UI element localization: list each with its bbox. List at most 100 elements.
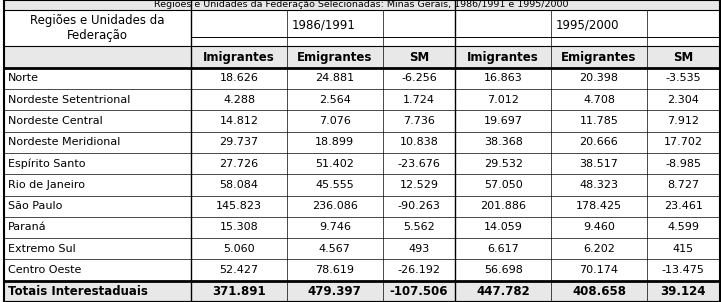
Text: 58.084: 58.084	[220, 180, 259, 190]
Text: 20.666: 20.666	[580, 137, 619, 147]
Text: Emigrantes: Emigrantes	[561, 51, 637, 64]
Text: 6.202: 6.202	[583, 244, 615, 254]
Text: 1995/2000: 1995/2000	[556, 18, 619, 31]
Text: 11.785: 11.785	[580, 116, 619, 126]
Bar	[4, 217, 720, 238]
Text: 20.398: 20.398	[580, 73, 619, 83]
Text: Norte: Norte	[8, 73, 39, 83]
Text: 14.812: 14.812	[220, 116, 259, 126]
Bar	[4, 281, 720, 302]
Text: 236.086: 236.086	[312, 201, 358, 211]
Bar	[4, 110, 720, 132]
Text: Regiões e Unidades da Federação Selecionadas: Minas Gerais, 1986/1991 e 1995/200: Regiões e Unidades da Federação Selecion…	[154, 0, 569, 9]
Text: 29.737: 29.737	[219, 137, 259, 147]
Text: 5.060: 5.060	[224, 244, 255, 254]
Text: Imigrantes: Imigrantes	[467, 51, 539, 64]
Text: Totais Interestaduais: Totais Interestaduais	[8, 285, 148, 298]
Text: 56.698: 56.698	[484, 265, 523, 275]
Bar	[4, 68, 720, 89]
Text: 24.881: 24.881	[315, 73, 354, 83]
Text: 14.059: 14.059	[484, 223, 523, 233]
Text: -3.535: -3.535	[665, 73, 701, 83]
Text: 493: 493	[408, 244, 430, 254]
Text: 479.397: 479.397	[308, 285, 362, 298]
Text: 447.782: 447.782	[477, 285, 530, 298]
Text: 15.308: 15.308	[220, 223, 258, 233]
Bar	[4, 195, 720, 217]
Text: 415: 415	[673, 244, 694, 254]
Text: Imigrantes: Imigrantes	[203, 51, 275, 64]
Text: Nordeste Setentrional: Nordeste Setentrional	[8, 95, 131, 105]
Text: 38.368: 38.368	[484, 137, 523, 147]
Text: -26.192: -26.192	[397, 265, 441, 275]
Text: 27.726: 27.726	[219, 159, 259, 169]
Bar	[4, 238, 720, 259]
Text: 57.050: 57.050	[484, 180, 523, 190]
Text: -23.676: -23.676	[397, 159, 441, 169]
Text: 52.427: 52.427	[219, 265, 259, 275]
Text: 2.564: 2.564	[319, 95, 350, 105]
Text: 29.532: 29.532	[484, 159, 523, 169]
Text: 16.863: 16.863	[484, 73, 523, 83]
Text: 5.562: 5.562	[403, 223, 435, 233]
Text: 201.886: 201.886	[480, 201, 526, 211]
Text: Paraná: Paraná	[8, 223, 47, 233]
Bar	[4, 259, 720, 281]
Text: Regiões e Unidades da
Federação: Regiões e Unidades da Federação	[30, 14, 164, 42]
Text: 7.912: 7.912	[667, 116, 699, 126]
Text: 6.617: 6.617	[487, 244, 519, 254]
Text: -6.256: -6.256	[401, 73, 437, 83]
Text: -8.985: -8.985	[665, 159, 702, 169]
Text: 12.529: 12.529	[399, 180, 438, 190]
Text: 78.619: 78.619	[315, 265, 354, 275]
Text: SM: SM	[409, 51, 429, 64]
Text: 178.425: 178.425	[576, 201, 622, 211]
Bar	[4, 47, 720, 68]
Text: Nordeste Meridional: Nordeste Meridional	[8, 137, 120, 147]
Text: 4.708: 4.708	[583, 95, 615, 105]
Text: SM: SM	[673, 51, 694, 64]
Text: 8.727: 8.727	[667, 180, 699, 190]
Text: 48.323: 48.323	[580, 180, 619, 190]
Text: 19.697: 19.697	[484, 116, 523, 126]
Text: 7.736: 7.736	[403, 116, 435, 126]
Text: 2.304: 2.304	[667, 95, 699, 105]
Text: 1.724: 1.724	[403, 95, 435, 105]
Bar	[4, 89, 720, 110]
Bar	[4, 153, 720, 174]
Text: 39.124: 39.124	[660, 285, 706, 298]
Text: 70.174: 70.174	[580, 265, 619, 275]
Text: 10.838: 10.838	[399, 137, 438, 147]
Text: São Paulo: São Paulo	[8, 201, 62, 211]
Bar	[4, 10, 720, 47]
Text: Extremo Sul: Extremo Sul	[8, 244, 76, 254]
Text: Centro Oeste: Centro Oeste	[8, 265, 81, 275]
Text: 9.460: 9.460	[583, 223, 615, 233]
Text: 38.517: 38.517	[580, 159, 619, 169]
Text: 4.567: 4.567	[319, 244, 350, 254]
Text: 408.658: 408.658	[572, 285, 626, 298]
Bar	[4, 0, 720, 10]
Text: 18.626: 18.626	[220, 73, 259, 83]
Text: 17.702: 17.702	[664, 137, 703, 147]
Text: 9.746: 9.746	[319, 223, 351, 233]
Text: 51.402: 51.402	[315, 159, 354, 169]
Text: -90.263: -90.263	[397, 201, 441, 211]
Text: 4.599: 4.599	[667, 223, 699, 233]
Text: Espírito Santo: Espírito Santo	[8, 158, 85, 169]
Text: 1986/1991: 1986/1991	[291, 18, 355, 31]
Text: Rio de Janeiro: Rio de Janeiro	[8, 180, 85, 190]
Text: Nordeste Central: Nordeste Central	[8, 116, 102, 126]
Text: 371.891: 371.891	[212, 285, 266, 298]
Text: -107.506: -107.506	[390, 285, 448, 298]
Text: -13.475: -13.475	[662, 265, 704, 275]
Text: 18.899: 18.899	[315, 137, 354, 147]
Text: Emigrantes: Emigrantes	[297, 51, 373, 64]
Text: 7.076: 7.076	[319, 116, 350, 126]
Text: 45.555: 45.555	[315, 180, 354, 190]
Bar	[4, 174, 720, 195]
Text: 23.461: 23.461	[664, 201, 703, 211]
Text: 7.012: 7.012	[487, 95, 519, 105]
Text: 145.823: 145.823	[216, 201, 262, 211]
Text: 4.288: 4.288	[223, 95, 255, 105]
